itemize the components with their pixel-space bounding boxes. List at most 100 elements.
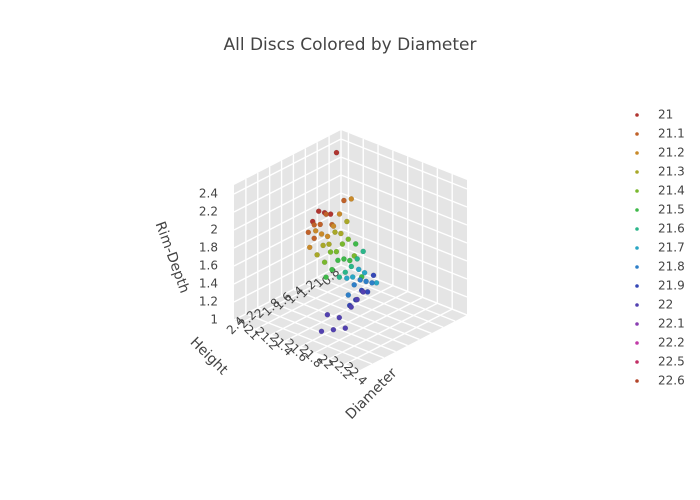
data-point[interactable]: [314, 251, 320, 258]
legend-item[interactable]: 22: [635, 298, 673, 312]
gridline-z: [233, 156, 342, 213]
legend-label: 21.5: [658, 203, 685, 217]
data-point[interactable]: [323, 211, 329, 218]
data-point[interactable]: [330, 326, 337, 333]
data-point[interactable]: [320, 242, 326, 249]
data-point[interactable]: [315, 208, 322, 215]
data-point[interactable]: [349, 274, 356, 280]
data-point[interactable]: [321, 259, 328, 266]
legend-item[interactable]: 22.2: [635, 336, 685, 350]
gridline-x: [315, 296, 423, 353]
legend-label: 21.1: [658, 127, 685, 141]
legend-item[interactable]: 21.6: [635, 222, 685, 236]
legend-marker: [635, 379, 639, 383]
legend-item[interactable]: 21.9: [635, 279, 685, 293]
data-point[interactable]: [311, 221, 318, 228]
gridline-y: [281, 294, 408, 347]
data-point[interactable]: [342, 325, 349, 331]
data-point[interactable]: [341, 197, 347, 204]
legend-item[interactable]: 22.5: [635, 355, 685, 369]
data-point[interactable]: [360, 248, 367, 255]
legend-item[interactable]: 22.6: [635, 374, 685, 388]
data-point[interactable]: [324, 311, 331, 318]
data-point[interactable]: [346, 257, 353, 264]
legend-item[interactable]: 21.5: [635, 203, 685, 217]
scene-3d[interactable]: 2121.221.421.621.82222.222.40.811.21.41.…: [152, 130, 468, 423]
data-point[interactable]: [330, 223, 337, 229]
data-point[interactable]: [360, 289, 366, 295]
legend-label: 21.2: [658, 146, 685, 160]
gridline-y: [305, 282, 432, 334]
data-point[interactable]: [355, 266, 362, 273]
legend-item[interactable]: 21.8: [635, 260, 685, 274]
gridline-z: [340, 174, 468, 226]
data-point[interactable]: [332, 229, 338, 235]
data-point[interactable]: [333, 149, 340, 156]
data-point[interactable]: [333, 248, 340, 255]
data-point[interactable]: [370, 272, 377, 279]
legend-item[interactable]: 21.4: [635, 184, 685, 198]
legend-item[interactable]: 21.1: [635, 127, 685, 141]
data-point[interactable]: [324, 233, 331, 240]
legend-label: 22.1: [658, 317, 685, 331]
legend-label: 22.2: [658, 336, 685, 350]
legend-marker: [635, 208, 639, 212]
data-point[interactable]: [363, 278, 369, 285]
data-point[interactable]: [348, 263, 355, 270]
data-point[interactable]: [345, 236, 352, 243]
legend-marker: [635, 246, 639, 250]
back-wall-left: [234, 130, 341, 320]
data-point[interactable]: [369, 279, 375, 286]
data-point[interactable]: [342, 269, 349, 276]
legend-item[interactable]: 21.7: [635, 241, 685, 255]
gridline-z: [340, 138, 468, 190]
data-point[interactable]: [305, 229, 312, 236]
data-point[interactable]: [306, 244, 313, 251]
gridline-z: [233, 174, 342, 231]
gridline-x: [300, 290, 409, 348]
data-point[interactable]: [326, 241, 332, 248]
data-point[interactable]: [354, 296, 360, 303]
data-point[interactable]: [341, 256, 347, 262]
legend-label: 22: [658, 298, 673, 312]
z-tick-label: 1.6: [199, 259, 218, 273]
data-point[interactable]: [336, 274, 343, 280]
data-point[interactable]: [357, 277, 364, 283]
data-point[interactable]: [348, 196, 355, 202]
gridline-x: [344, 308, 453, 365]
data-point[interactable]: [311, 235, 318, 242]
legend-item[interactable]: 21: [635, 108, 673, 122]
data-point[interactable]: [317, 221, 324, 228]
data-point[interactable]: [345, 292, 352, 298]
z-tick-label: 2: [210, 223, 218, 237]
legend-label: 21.4: [658, 184, 685, 198]
data-point[interactable]: [327, 249, 334, 255]
data-point[interactable]: [351, 281, 358, 288]
legend-label: 22.6: [658, 374, 685, 388]
gridline-y: [328, 270, 456, 322]
data-point[interactable]: [329, 266, 335, 273]
gridline-x: [285, 284, 394, 342]
legend-item[interactable]: 21.2: [635, 146, 685, 160]
data-point[interactable]: [343, 275, 350, 282]
data-point[interactable]: [336, 314, 343, 321]
gridline-z: [233, 246, 342, 303]
data-point[interactable]: [338, 230, 344, 237]
gridline-x: [241, 267, 349, 324]
legend-item[interactable]: 22.1: [635, 317, 685, 331]
data-point[interactable]: [344, 218, 350, 225]
data-point[interactable]: [323, 274, 329, 281]
data-point[interactable]: [318, 231, 325, 237]
data-point[interactable]: [361, 269, 368, 276]
data-point[interactable]: [318, 328, 325, 335]
data-point[interactable]: [352, 241, 359, 247]
data-point[interactable]: [312, 227, 319, 234]
data-point[interactable]: [339, 241, 346, 247]
data-point[interactable]: [336, 211, 343, 217]
data-point[interactable]: [335, 257, 341, 264]
data-point[interactable]: [348, 304, 355, 310]
legend-label: 21.9: [658, 279, 685, 293]
z-tick-label: 1.4: [199, 277, 218, 291]
data-point[interactable]: [354, 256, 361, 262]
legend-item[interactable]: 21.3: [635, 165, 685, 179]
